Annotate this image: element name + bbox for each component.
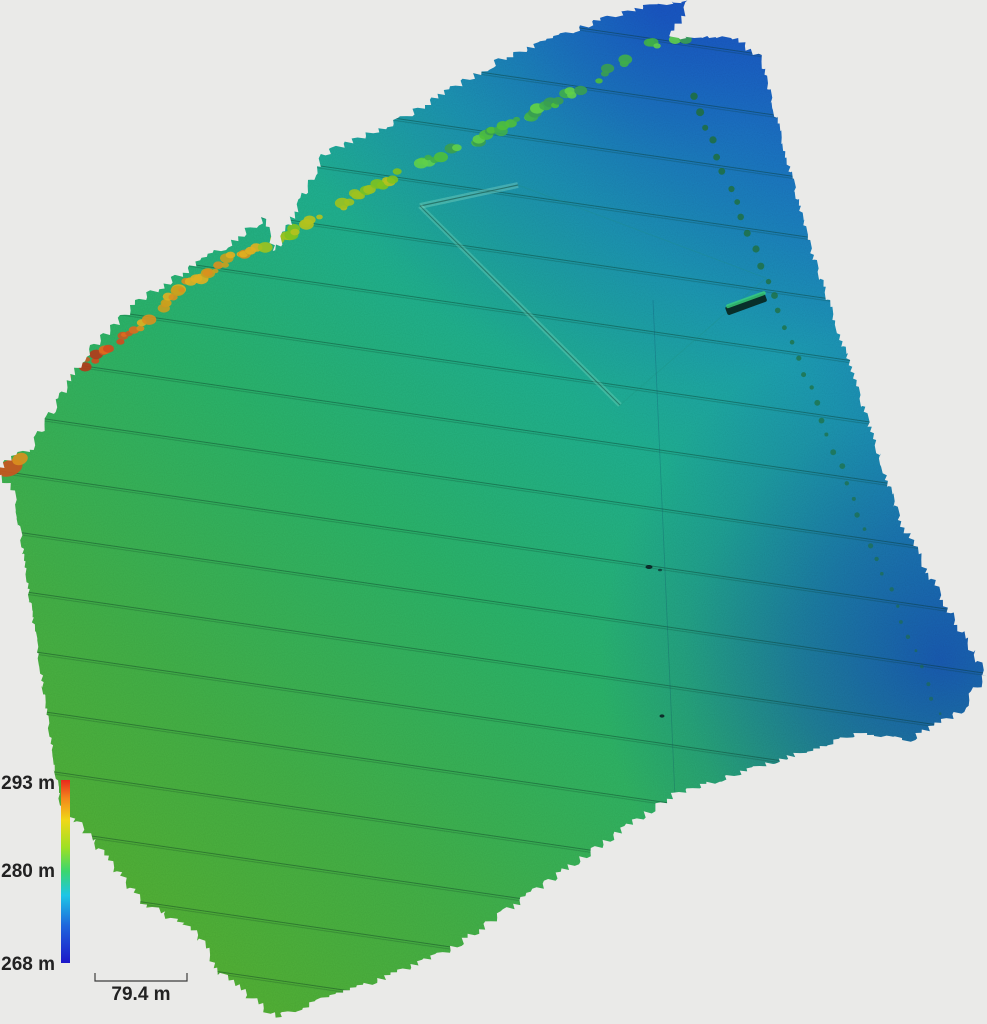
svg-text:268 m: 268 m — [1, 954, 55, 975]
svg-text:280 m: 280 m — [1, 861, 55, 882]
svg-text:79.4 m: 79.4 m — [111, 984, 170, 1005]
svg-text:293 m: 293 m — [1, 773, 55, 794]
